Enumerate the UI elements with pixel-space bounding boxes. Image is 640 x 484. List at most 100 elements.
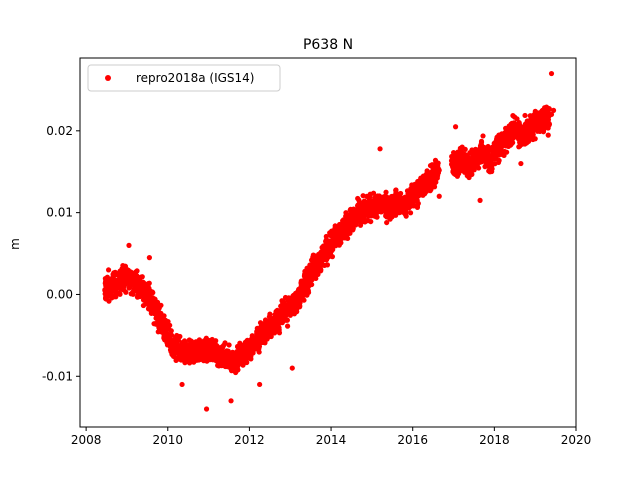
data-point bbox=[126, 242, 132, 248]
data-point bbox=[433, 175, 439, 181]
data-point bbox=[179, 341, 185, 347]
data-point bbox=[171, 345, 177, 351]
data-point bbox=[383, 189, 389, 195]
data-point bbox=[545, 132, 551, 138]
data-point bbox=[139, 274, 145, 280]
data-point bbox=[289, 305, 295, 311]
data-point bbox=[281, 307, 288, 313]
data-point bbox=[256, 349, 262, 355]
data-point bbox=[155, 304, 161, 310]
data-point bbox=[403, 209, 409, 215]
data-point bbox=[486, 161, 492, 167]
data-point bbox=[151, 302, 157, 308]
data-point bbox=[548, 111, 555, 118]
data-point bbox=[228, 398, 234, 404]
data-point bbox=[476, 165, 482, 171]
data-point bbox=[368, 218, 374, 225]
data-point bbox=[220, 349, 226, 355]
data-point bbox=[355, 195, 361, 202]
data-point bbox=[450, 149, 457, 156]
chart-title: P638 N bbox=[303, 37, 353, 53]
data-point bbox=[105, 267, 112, 273]
data-point bbox=[422, 191, 428, 197]
x-tick-label: 2018 bbox=[479, 433, 510, 447]
data-point bbox=[478, 138, 485, 144]
data-point bbox=[502, 140, 508, 146]
data-point bbox=[433, 179, 439, 185]
data-point bbox=[306, 272, 312, 278]
data-point bbox=[377, 146, 383, 152]
data-point bbox=[143, 295, 149, 302]
data-point bbox=[407, 210, 414, 216]
data-point bbox=[426, 183, 433, 190]
legend-box bbox=[87, 64, 281, 92]
data-point bbox=[146, 280, 152, 286]
data-point bbox=[155, 311, 161, 317]
x-tick-label: 2016 bbox=[397, 433, 428, 447]
x-tick-label: 2020 bbox=[561, 433, 592, 447]
data-point bbox=[496, 157, 502, 164]
data-point bbox=[302, 278, 308, 284]
data-point bbox=[449, 153, 455, 160]
data-point bbox=[493, 136, 500, 142]
data-point bbox=[160, 318, 166, 324]
data-point bbox=[436, 167, 442, 173]
data-point bbox=[384, 209, 390, 215]
data-point bbox=[149, 289, 155, 295]
data-point bbox=[234, 367, 241, 373]
data-point bbox=[482, 149, 488, 155]
data-point bbox=[508, 141, 515, 147]
data-point bbox=[516, 119, 522, 126]
data-points bbox=[102, 70, 557, 412]
data-point bbox=[462, 146, 468, 152]
data-point bbox=[393, 212, 399, 218]
data-point bbox=[216, 352, 222, 358]
data-point bbox=[535, 118, 542, 124]
y-tick-label: 0.00 bbox=[46, 287, 73, 301]
data-point bbox=[161, 313, 167, 319]
data-point bbox=[221, 342, 227, 348]
data-point bbox=[548, 70, 555, 77]
data-point bbox=[454, 173, 461, 179]
data-point bbox=[257, 381, 263, 388]
data-point bbox=[267, 333, 273, 339]
data-point bbox=[208, 353, 214, 359]
data-point bbox=[383, 205, 389, 211]
data-point bbox=[371, 200, 377, 206]
data-point bbox=[462, 169, 468, 175]
data-point bbox=[164, 320, 171, 326]
data-point bbox=[294, 309, 300, 315]
x-tick-label: 2008 bbox=[71, 433, 102, 447]
data-point bbox=[329, 247, 335, 254]
plot-frame bbox=[79, 57, 577, 428]
data-point bbox=[315, 271, 321, 277]
data-point bbox=[220, 352, 226, 358]
data-point bbox=[393, 187, 399, 193]
data-point bbox=[102, 287, 108, 293]
data-point bbox=[196, 348, 202, 354]
data-point bbox=[405, 203, 411, 210]
data-point bbox=[167, 333, 173, 339]
data-point bbox=[171, 354, 178, 360]
y-axis-ticks: -0.01 0.00 0.01 0.02 bbox=[42, 124, 80, 383]
data-point bbox=[468, 171, 474, 177]
data-point bbox=[323, 252, 329, 258]
data-point bbox=[213, 355, 219, 362]
data-point bbox=[525, 138, 532, 145]
data-point bbox=[267, 311, 273, 317]
data-point bbox=[383, 194, 390, 200]
data-point bbox=[477, 197, 483, 203]
y-tick-label: 0.02 bbox=[46, 124, 73, 138]
data-point bbox=[317, 265, 323, 271]
data-point bbox=[130, 282, 137, 289]
data-point bbox=[372, 196, 378, 202]
data-point bbox=[244, 337, 250, 343]
data-point bbox=[284, 323, 291, 329]
data-point bbox=[474, 160, 480, 166]
data-point bbox=[289, 365, 295, 371]
y-tick-label: -0.01 bbox=[42, 369, 73, 383]
legend-marker bbox=[105, 75, 111, 81]
data-point bbox=[396, 192, 403, 198]
data-point bbox=[117, 291, 123, 297]
data-point bbox=[370, 190, 377, 196]
